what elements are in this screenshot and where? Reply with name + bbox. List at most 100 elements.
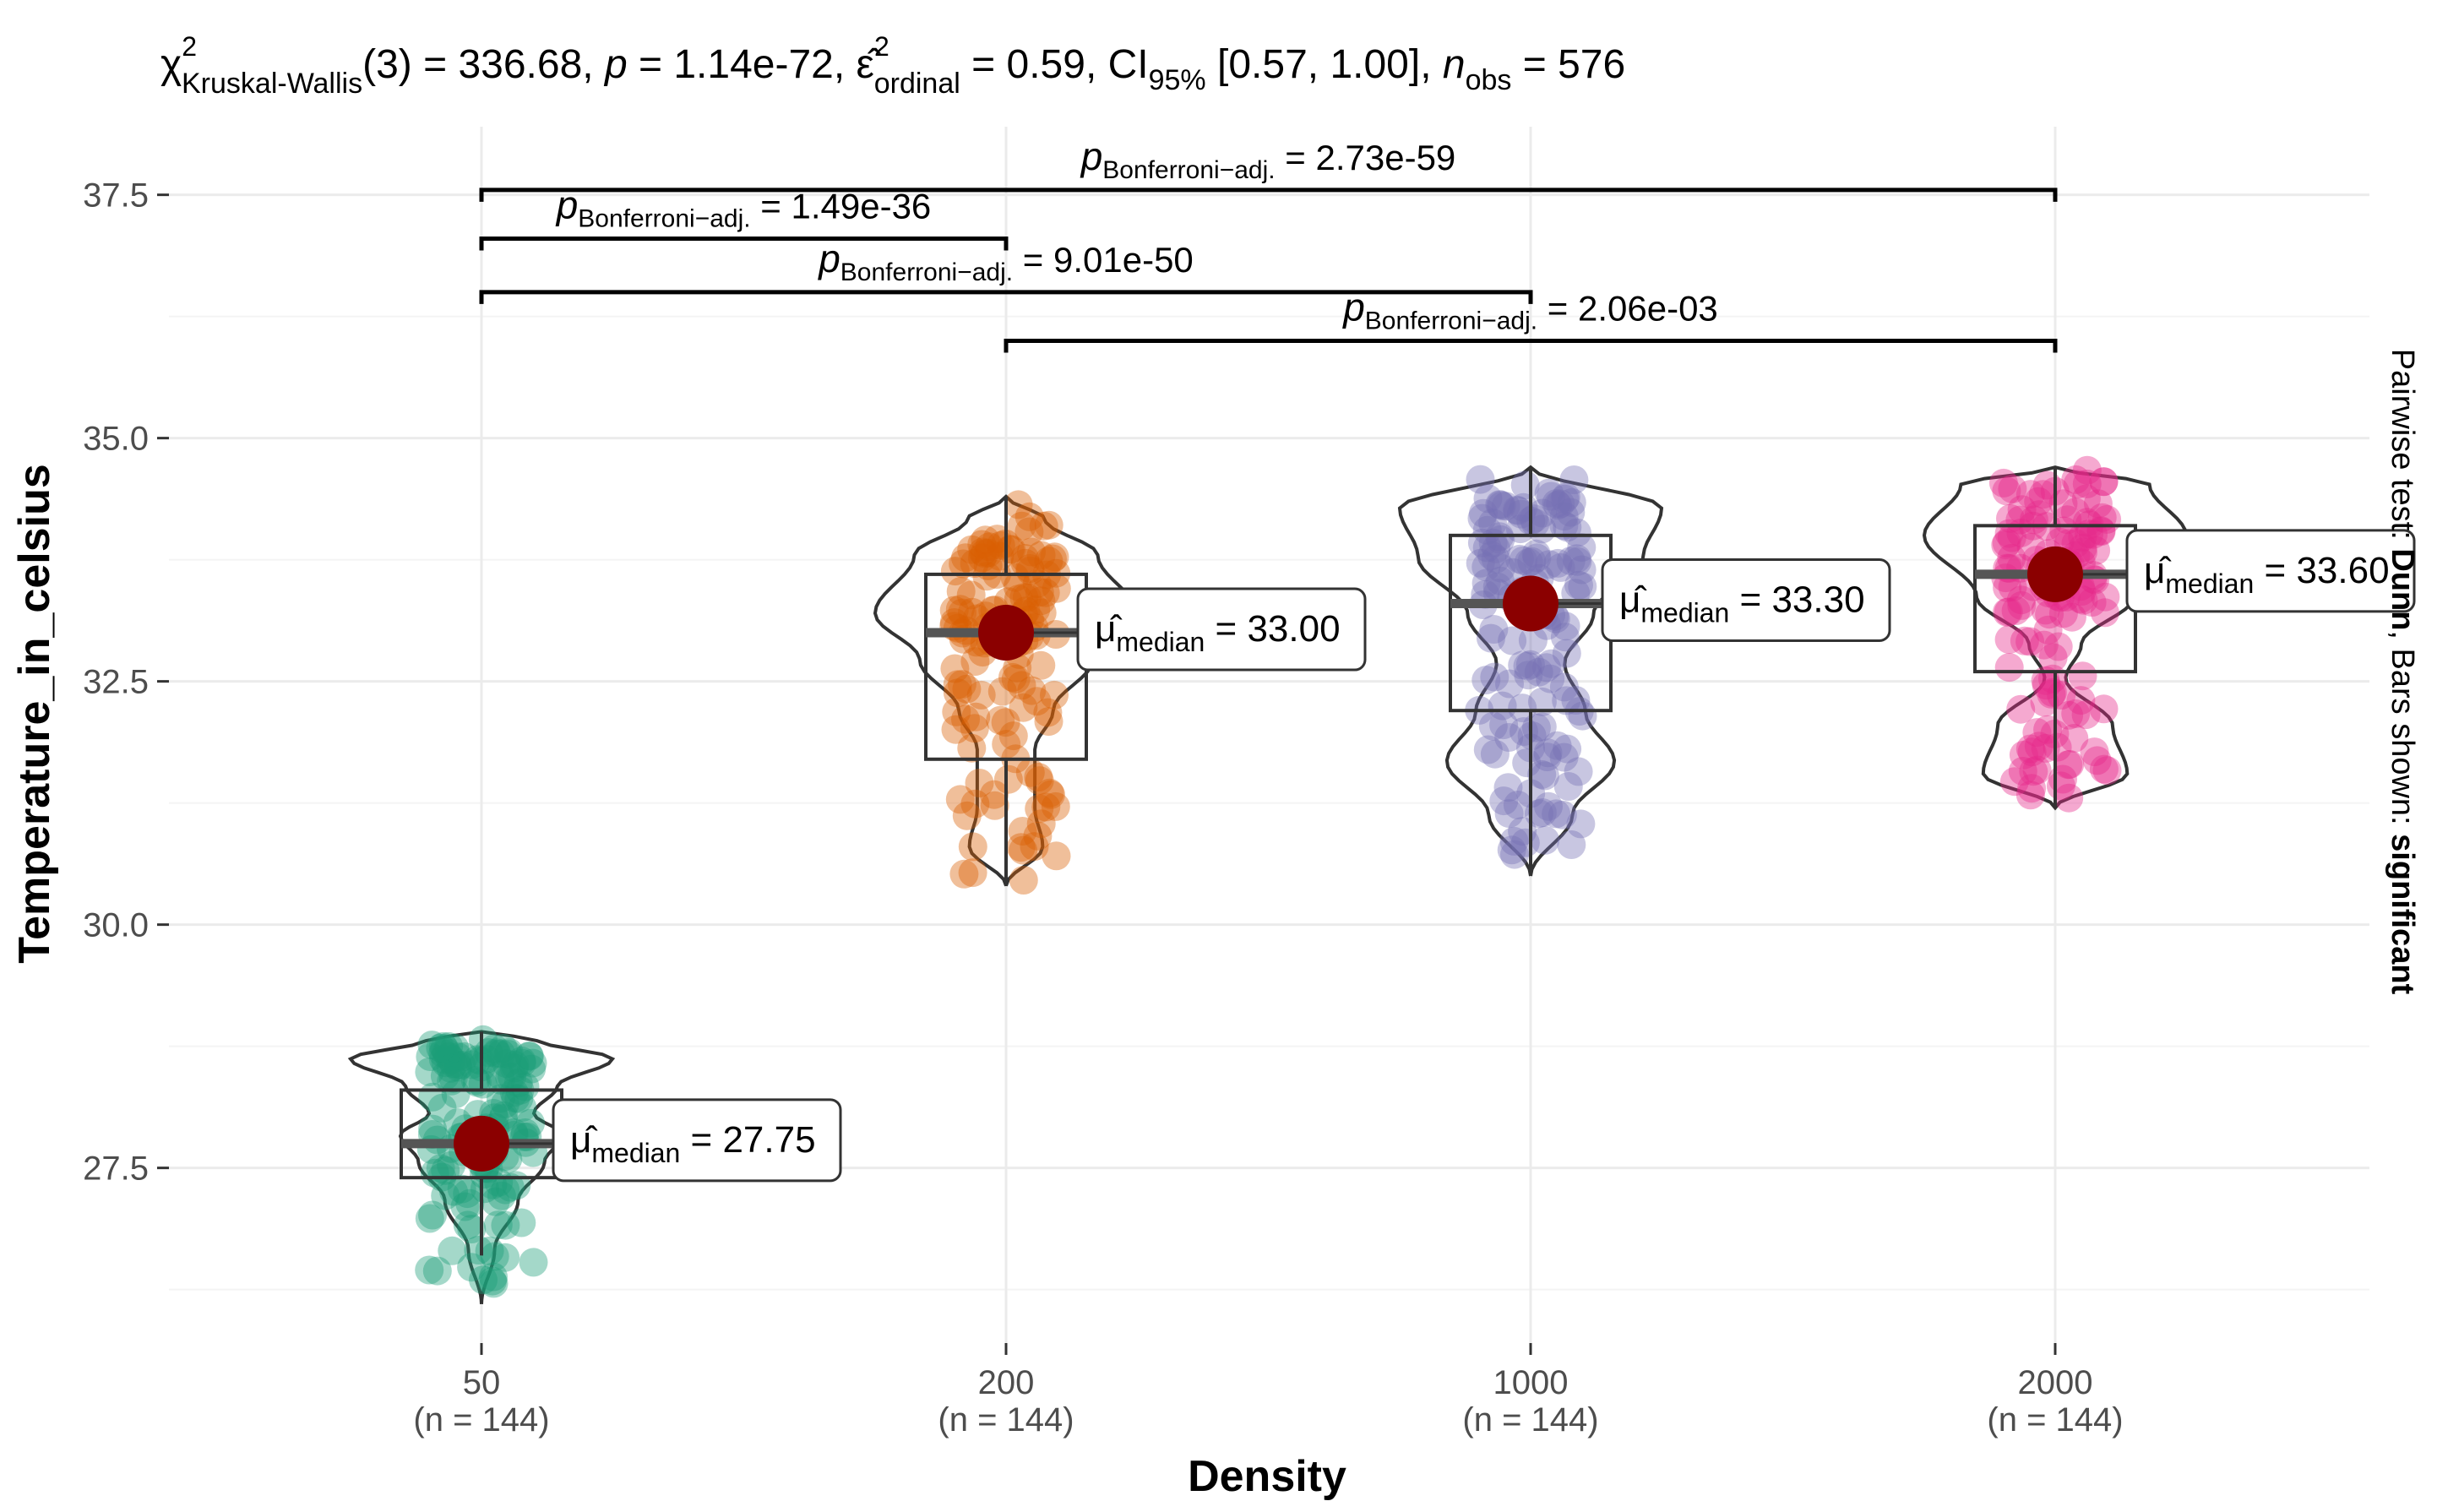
data-point	[1026, 586, 1056, 616]
data-point	[1517, 547, 1547, 576]
significance-p-subscript: Bonferroni−adj.	[1365, 307, 1537, 334]
data-point	[1034, 510, 1063, 540]
data-point	[2089, 467, 2119, 497]
data-point	[1467, 503, 1497, 533]
title-df-text: (3) = 336.68,	[362, 42, 605, 87]
data-point	[956, 580, 986, 610]
data-point	[971, 525, 1000, 555]
y-tick-label: 32.5	[83, 664, 149, 701]
data-point	[2006, 694, 2036, 724]
data-point	[1543, 491, 1573, 520]
data-point	[431, 1156, 460, 1185]
data-point	[1992, 528, 2021, 557]
median-label-box	[1076, 587, 1367, 672]
median-point	[1503, 575, 1558, 632]
data-point	[2001, 596, 2031, 625]
median-label-subscript: median	[1640, 597, 1729, 628]
data-point	[416, 1042, 445, 1071]
data-point	[1489, 710, 1519, 740]
x-tick-label: 200	[978, 1364, 1035, 1401]
data-point	[1997, 523, 2026, 552]
data-point	[495, 1063, 525, 1092]
data-point	[1557, 487, 1586, 517]
median-label-value: = 33.00	[1205, 608, 1340, 650]
data-point	[2055, 749, 2085, 779]
data-point	[1543, 548, 1573, 578]
data-point	[997, 535, 1026, 564]
data-point	[1497, 835, 1526, 865]
data-point	[1564, 757, 1593, 786]
data-point	[439, 1177, 468, 1206]
data-point	[975, 532, 1004, 562]
data-point	[2029, 630, 2059, 660]
median-label-subscript: median	[591, 1138, 680, 1168]
data-point	[434, 1031, 464, 1061]
median-label-box	[552, 1098, 842, 1183]
data-point	[947, 670, 976, 699]
y-axis: 27.5 30.0 32.5 35.0 37.5	[83, 177, 169, 1188]
data-point	[1008, 817, 1037, 846]
data-point	[1001, 664, 1031, 693]
data-point	[2091, 582, 2120, 612]
data-point	[2038, 643, 2068, 672]
data-point	[1992, 476, 2021, 506]
data-point	[2066, 686, 2096, 715]
data-point	[1524, 657, 1553, 687]
data-point	[2089, 694, 2119, 724]
data-point	[1042, 574, 1071, 603]
data-point	[1494, 723, 1524, 752]
data-point	[1998, 474, 2027, 503]
data-point	[979, 780, 1009, 809]
data-point	[486, 1065, 515, 1095]
data-point	[1486, 525, 1515, 554]
data-point	[1498, 626, 1527, 655]
data-point	[958, 832, 987, 862]
data-point	[1020, 832, 1049, 862]
data-point	[2015, 480, 2045, 509]
data-point	[1561, 686, 1591, 715]
data-point	[1514, 661, 1543, 690]
data-point	[1015, 556, 1045, 585]
data-point	[1994, 519, 2024, 548]
data-point	[952, 801, 982, 830]
data-point	[1515, 650, 1545, 679]
data-point	[1532, 742, 1562, 772]
significance-p-value: = 2.06e-03	[1537, 288, 1718, 328]
data-point	[1026, 650, 1056, 680]
data-point	[1535, 550, 1564, 579]
median-point	[2027, 546, 2083, 602]
data-point	[1003, 572, 1032, 601]
data-point	[493, 1040, 523, 1069]
data-point	[2007, 590, 2037, 620]
data-point	[420, 1158, 449, 1188]
data-point	[1534, 478, 1564, 508]
data-point	[2032, 470, 2062, 500]
data-point	[1500, 840, 1529, 869]
data-point	[951, 704, 980, 734]
data-point	[2072, 469, 2102, 498]
data-point	[432, 1037, 461, 1067]
data-point	[2071, 700, 2101, 730]
data-point	[1017, 537, 1046, 567]
data-point	[1471, 666, 1501, 695]
data-point	[1564, 570, 1593, 600]
data-point	[491, 1175, 520, 1205]
data-point	[1004, 490, 1033, 519]
chart-title: χ2 Kruskal-Wallis(3) = 336.68, p = 1.14e-…	[160, 31, 1625, 100]
y-tick-label: 27.5	[83, 1150, 149, 1188]
data-point	[2031, 733, 2060, 763]
title-ci-subscript: 95%	[1149, 64, 1206, 96]
data-point	[967, 543, 997, 573]
data-point	[1994, 653, 2024, 683]
data-point	[940, 557, 970, 586]
data-point	[1033, 698, 1063, 727]
data-point	[1023, 821, 1053, 851]
data-point	[2009, 740, 2038, 770]
significance-p-symbol: p	[1341, 285, 1365, 329]
data-point	[500, 1050, 530, 1080]
data-point	[1519, 504, 1548, 534]
data-point	[2089, 467, 2119, 497]
data-point	[2024, 500, 2053, 530]
data-point	[1027, 598, 1057, 628]
data-point	[463, 1045, 492, 1074]
